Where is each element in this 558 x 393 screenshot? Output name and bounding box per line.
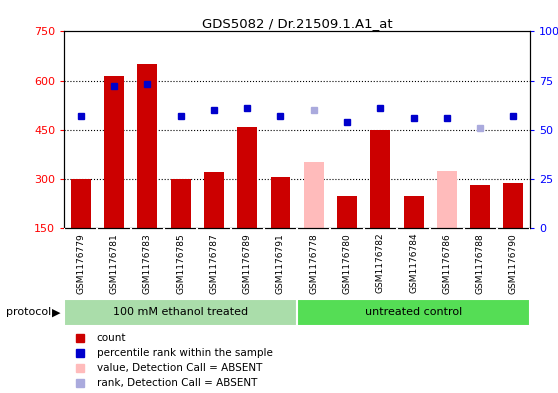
Text: 100 mM ethanol treated: 100 mM ethanol treated	[113, 307, 248, 318]
Bar	[271, 177, 291, 228]
Bar	[297, 299, 530, 326]
Bar	[137, 64, 157, 228]
Bar	[104, 75, 124, 228]
Bar	[371, 130, 390, 228]
Bar	[64, 299, 297, 326]
Text: protocol: protocol	[6, 307, 51, 318]
Bar	[171, 180, 191, 228]
Bar	[304, 162, 324, 228]
Text: rank, Detection Call = ABSENT: rank, Detection Call = ABSENT	[97, 378, 257, 388]
Title: GDS5082 / Dr.21509.1.A1_at: GDS5082 / Dr.21509.1.A1_at	[202, 17, 392, 30]
Bar	[403, 196, 424, 228]
Bar	[237, 127, 257, 228]
Text: value, Detection Call = ABSENT: value, Detection Call = ABSENT	[97, 363, 262, 373]
Text: count: count	[97, 333, 126, 343]
Text: percentile rank within the sample: percentile rank within the sample	[97, 348, 273, 358]
Bar	[470, 185, 490, 228]
Bar	[337, 196, 357, 228]
Text: ▶: ▶	[52, 307, 60, 318]
Bar	[503, 183, 523, 228]
Bar	[71, 179, 91, 228]
Text: untreated control: untreated control	[365, 307, 462, 318]
Bar	[204, 172, 224, 228]
Bar	[437, 171, 457, 228]
